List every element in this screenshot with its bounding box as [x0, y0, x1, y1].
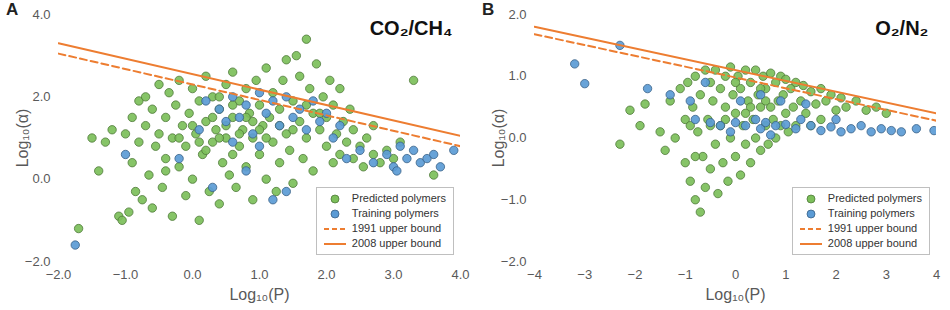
html-text:B: B — [482, 0, 495, 19]
svg-text:4.0: 4.0 — [451, 267, 469, 282]
html-text:2008 upper bound: 2008 upper bound — [827, 237, 918, 249]
svg-text:Log₁₀(α): Log₁₀(α) — [14, 109, 31, 168]
html-text:Predicted polymers: Predicted polymers — [351, 192, 446, 204]
svg-text:−2.0: −2.0 — [24, 253, 51, 269]
html-text:Predicted polymers: Predicted polymers — [827, 192, 922, 204]
svg-text:−1.0: −1.0 — [501, 192, 527, 207]
svg-text:Log₁₀(P): Log₁₀(P) — [229, 286, 289, 303]
svg-text:2: 2 — [832, 267, 839, 282]
html-text:2008 upper bound: 2008 upper bound — [351, 237, 442, 249]
svg-text:Log₁₀(P): Log₁₀(P) — [705, 286, 765, 303]
svg-text:2.0: 2.0 — [317, 267, 335, 282]
svg-text:−4: −4 — [527, 267, 542, 282]
svg-text:1: 1 — [782, 267, 789, 282]
svg-text:−2.0: −2.0 — [501, 254, 527, 269]
svg-text:−1: −1 — [678, 267, 693, 282]
html-text:Training polymers: Training polymers — [827, 207, 915, 219]
svg-text:CO₂/CH₄: CO₂/CH₄ — [370, 17, 453, 39]
html-text:Training polymers: Training polymers — [351, 207, 439, 219]
svg-text:−3: −3 — [577, 267, 592, 282]
svg-text:O₂/N₂: O₂/N₂ — [875, 17, 928, 39]
svg-text:3: 3 — [883, 267, 890, 282]
svg-text:4: 4 — [933, 267, 940, 282]
svg-text:−2.0: −2.0 — [46, 267, 72, 282]
svg-text:2.0: 2.0 — [508, 7, 526, 22]
svg-text:1.0: 1.0 — [508, 68, 526, 83]
svg-text:Log₁₀(α): Log₁₀(α) — [490, 109, 507, 168]
svg-text:−1.0: −1.0 — [113, 267, 139, 282]
svg-text:0: 0 — [732, 267, 739, 282]
html-text:1991 upper bound: 1991 upper bound — [351, 222, 442, 234]
svg-text:0.0: 0.0 — [508, 130, 526, 145]
svg-text:3.0: 3.0 — [384, 267, 402, 282]
html-text:A: A — [6, 0, 19, 19]
svg-text:2.0: 2.0 — [32, 89, 50, 104]
svg-text:−2: −2 — [628, 267, 643, 282]
svg-text:0.0: 0.0 — [32, 171, 50, 186]
svg-text:0.0: 0.0 — [183, 267, 201, 282]
html-text:1991 upper bound: 1991 upper bound — [827, 222, 918, 234]
svg-text:1.0: 1.0 — [250, 267, 268, 282]
svg-text:4.0: 4.0 — [32, 7, 50, 22]
